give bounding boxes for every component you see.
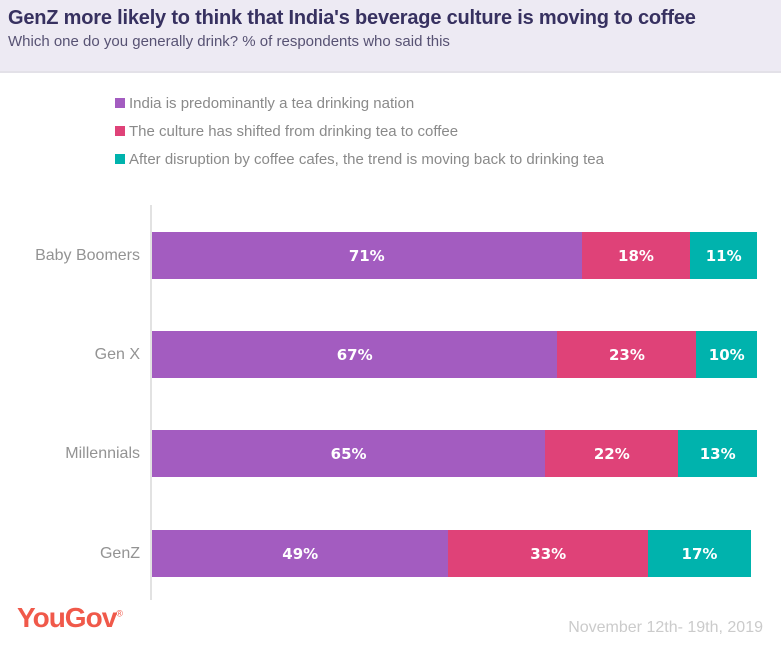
legend-label: India is predominantly a tea drinking na… <box>129 94 415 112</box>
bar-value-label: 11% <box>705 246 742 265</box>
bar-segment: 13% <box>678 430 757 477</box>
bar-segment: 33% <box>448 530 649 577</box>
chart-row: Gen X 67% 23% 10% <box>0 331 781 378</box>
fieldwork-date: November 12th- 19th, 2019 <box>568 619 763 636</box>
stacked-bar: 49% 33% 17% <box>152 530 757 577</box>
bar-value-label: 71% <box>348 246 385 265</box>
category-label: Gen X <box>94 346 140 363</box>
bar-segment: 49% <box>152 530 449 577</box>
bar-segment: 71% <box>152 232 582 279</box>
stacked-bar: 65% 22% 13% <box>152 430 757 477</box>
bar-value-label: 18% <box>618 246 654 265</box>
bar-segment: 10% <box>696 331 757 378</box>
bar-segment: 11% <box>690 232 757 279</box>
chart-subtitle: Which one do you generally drink? % of r… <box>8 33 450 50</box>
bar-value-label: 22% <box>593 444 630 463</box>
category-label: Baby Boomers <box>35 247 140 264</box>
registered-mark: ® <box>116 608 123 619</box>
bar-segment: 22% <box>545 430 679 477</box>
legend-item: India is predominantly a tea drinking na… <box>115 89 604 117</box>
bar-segment: 67% <box>152 331 558 378</box>
chart-title: GenZ more likely to think that India's b… <box>8 7 696 29</box>
bar-value-label: 65% <box>330 444 367 463</box>
chart-row: Millennials 65% 22% 13% <box>0 430 781 477</box>
bar-segment: 17% <box>648 530 751 577</box>
chart-row: Baby Boomers 71% 18% 11% <box>0 232 781 279</box>
legend-item: The culture has shifted from drinking te… <box>115 117 604 145</box>
chart-area: Baby Boomers 71% 18% 11% Gen X 67% 23% 10% Mille… <box>0 205 781 600</box>
bar-value-label: 33% <box>530 544 567 563</box>
y-axis-line <box>150 205 152 600</box>
category-label: GenZ <box>99 545 140 562</box>
stacked-bar: 71% 18% 11% <box>152 232 757 279</box>
yougov-logo-text: YouGov <box>17 602 117 633</box>
chart-row: GenZ 49% 33% 17% <box>0 530 781 577</box>
legend-label: The culture has shifted from drinking te… <box>129 122 459 140</box>
bar-value-label: 17% <box>681 544 718 563</box>
bar-segment: 18% <box>581 232 691 279</box>
bar-value-label: 49% <box>282 544 319 563</box>
legend-swatch-icon <box>115 154 125 164</box>
bar-value-label: 67% <box>336 345 373 364</box>
bar-value-label: 13% <box>699 444 736 463</box>
bar-segment: 65% <box>152 430 546 477</box>
category-label: Millennials <box>65 445 140 462</box>
chart-header: GenZ more likely to think that India's b… <box>0 0 781 73</box>
legend-label: After disruption by coffee cafes, the tr… <box>129 150 604 168</box>
bar-segment: 23% <box>557 331 697 378</box>
legend-item: After disruption by coffee cafes, the tr… <box>115 145 604 173</box>
stacked-bar: 67% 23% 10% <box>152 331 757 378</box>
bar-value-label: 10% <box>708 345 745 364</box>
yougov-logo: YouGov® <box>17 602 123 634</box>
legend-swatch-icon <box>115 126 125 136</box>
legend-swatch-icon <box>115 98 125 108</box>
legend: India is predominantly a tea drinking na… <box>115 89 604 173</box>
bar-value-label: 23% <box>608 345 645 364</box>
